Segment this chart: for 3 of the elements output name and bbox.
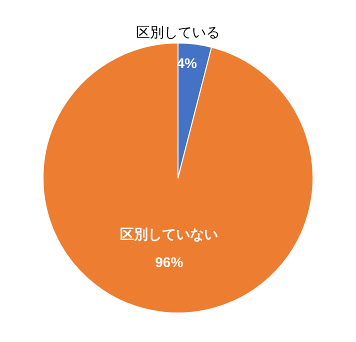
data-label: 96% bbox=[155, 254, 184, 270]
slice-label: 区別していない bbox=[120, 226, 218, 242]
slice-label: 区別している bbox=[136, 24, 220, 40]
